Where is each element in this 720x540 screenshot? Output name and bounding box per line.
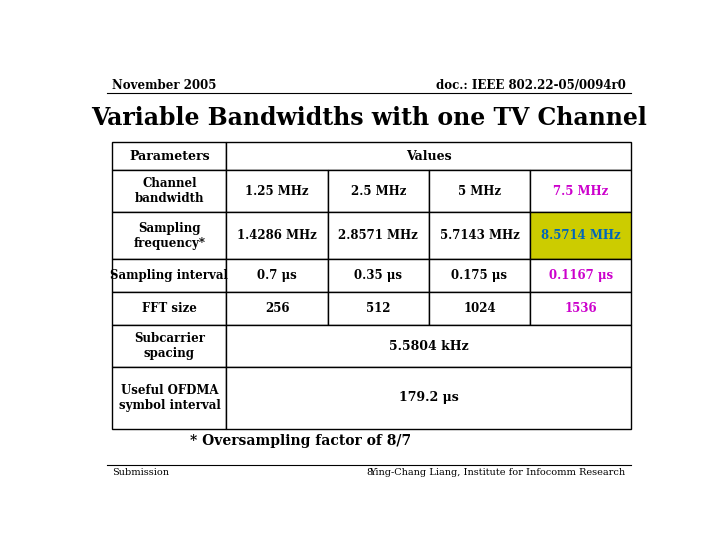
Text: 256: 256: [265, 302, 289, 315]
Text: * Oversampling factor of 8/7: * Oversampling factor of 8/7: [190, 434, 412, 448]
Text: 1.25 MHz: 1.25 MHz: [246, 185, 309, 198]
Bar: [112, 259, 227, 292]
Text: 0.1167 μs: 0.1167 μs: [549, 269, 613, 282]
Text: Ying-Chang Liang, Institute for Infocomm Research: Ying-Chang Liang, Institute for Infocomm…: [369, 468, 626, 477]
Text: Submission: Submission: [112, 468, 169, 477]
Text: Useful OFDMA
symbol interval: Useful OFDMA symbol interval: [119, 384, 220, 412]
Text: 2.8571 MHz: 2.8571 MHz: [338, 229, 418, 242]
Text: 5.5804 kHz: 5.5804 kHz: [389, 340, 469, 353]
Text: 0.35 μs: 0.35 μs: [354, 269, 402, 282]
Bar: [112, 141, 227, 171]
Text: 1024: 1024: [463, 302, 496, 315]
Text: doc.: IEEE 802.22-05/0094r0: doc.: IEEE 802.22-05/0094r0: [436, 79, 626, 92]
Bar: [227, 141, 631, 171]
Bar: [429, 259, 530, 292]
Bar: [530, 259, 631, 292]
Text: FFT size: FFT size: [142, 302, 197, 315]
Text: 1.4286 MHz: 1.4286 MHz: [237, 229, 317, 242]
Text: Parameters: Parameters: [129, 150, 210, 163]
Bar: [328, 292, 429, 325]
Text: 0.7 μs: 0.7 μs: [257, 269, 297, 282]
Text: 1536: 1536: [564, 302, 597, 315]
Bar: [227, 292, 328, 325]
Bar: [112, 292, 227, 325]
Text: Values: Values: [406, 150, 451, 163]
Text: November 2005: November 2005: [112, 79, 217, 92]
Text: Subcarrier
spacing: Subcarrier spacing: [134, 332, 205, 360]
Text: 8: 8: [366, 468, 372, 477]
Text: Variable Bandwidths with one TV Channel: Variable Bandwidths with one TV Channel: [91, 106, 647, 130]
Bar: [328, 259, 429, 292]
Text: 8.5714 MHz: 8.5714 MHz: [541, 229, 621, 242]
Text: Sampling interval: Sampling interval: [110, 269, 228, 282]
Text: Channel
bandwidth: Channel bandwidth: [135, 177, 204, 205]
Text: 179.2 μs: 179.2 μs: [399, 392, 459, 404]
Text: Sampling
frequency*: Sampling frequency*: [133, 222, 205, 249]
Text: 5 MHz: 5 MHz: [458, 185, 501, 198]
Text: 7.5 MHz: 7.5 MHz: [553, 185, 608, 198]
Text: 5.7143 MHz: 5.7143 MHz: [440, 229, 519, 242]
Text: 0.175 μs: 0.175 μs: [451, 269, 508, 282]
Text: 2.5 MHz: 2.5 MHz: [351, 185, 406, 198]
Text: 512: 512: [366, 302, 390, 315]
Bar: [227, 259, 328, 292]
Bar: [429, 292, 530, 325]
Bar: [530, 292, 631, 325]
